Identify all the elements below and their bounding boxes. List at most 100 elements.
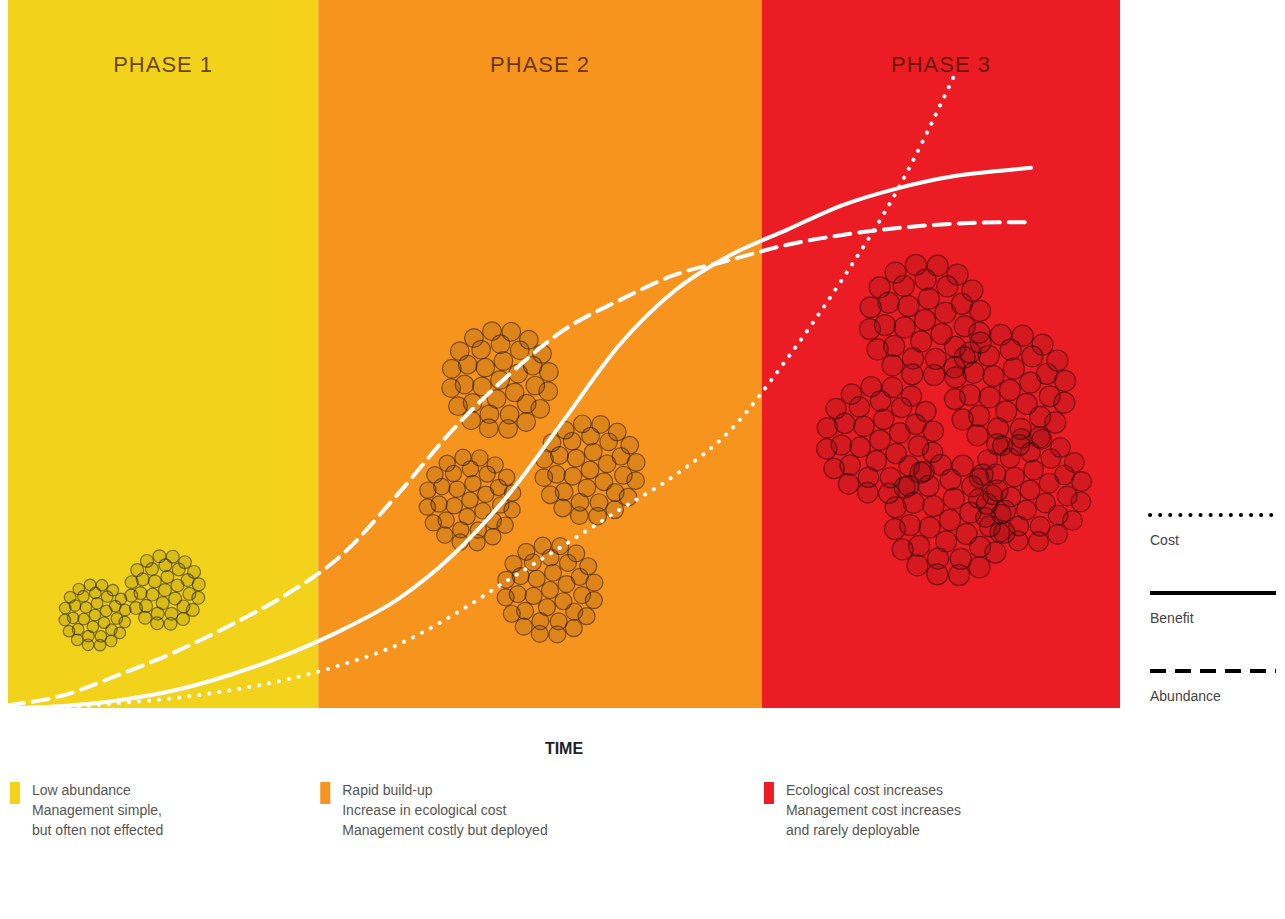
floret — [944, 389, 965, 410]
floret — [919, 517, 940, 538]
floret — [472, 450, 488, 466]
floret — [188, 565, 201, 578]
floret — [515, 618, 532, 635]
flower-cluster — [125, 550, 205, 630]
floret — [1063, 511, 1083, 531]
floret — [462, 492, 478, 508]
phase-description: Rapid build-up — [342, 782, 432, 798]
phase-description: Ecological cost increases — [786, 782, 943, 798]
floret — [970, 332, 991, 353]
floret — [994, 522, 1015, 543]
floret — [824, 458, 844, 478]
floret — [999, 379, 1020, 400]
floret — [528, 570, 545, 587]
flower-cluster — [59, 579, 131, 651]
floret — [518, 543, 535, 560]
floret — [1072, 472, 1092, 492]
floret — [567, 449, 585, 467]
floret — [82, 639, 94, 651]
floret — [1047, 350, 1068, 371]
floret — [924, 365, 945, 386]
floret — [565, 620, 582, 637]
curves — [8, 78, 1031, 708]
floret — [947, 264, 968, 285]
floret — [531, 625, 548, 642]
floret — [885, 262, 906, 283]
floret — [1051, 438, 1071, 458]
floret — [1024, 460, 1044, 480]
floret — [858, 482, 878, 502]
floret — [580, 558, 597, 575]
floret — [869, 277, 890, 298]
floret — [519, 330, 538, 349]
floret — [455, 449, 471, 465]
floret — [499, 419, 518, 438]
floret — [146, 588, 159, 601]
floret — [578, 608, 595, 625]
floret — [884, 519, 905, 540]
flower-cluster — [944, 324, 1075, 455]
legend-label: Abundance — [1150, 688, 1221, 704]
legend-label: Cost — [1150, 532, 1179, 548]
floret — [465, 329, 484, 348]
flower-decoration — [59, 254, 1091, 651]
floret — [105, 635, 117, 647]
floret — [545, 564, 562, 581]
floret — [437, 527, 453, 543]
floret — [985, 542, 1006, 563]
floret — [586, 574, 603, 591]
legend-label: Benefit — [1150, 610, 1194, 626]
phase-key-swatch — [764, 782, 774, 804]
floret — [949, 565, 970, 586]
floret — [585, 592, 602, 609]
floret — [420, 482, 436, 498]
floret — [1032, 334, 1053, 355]
floret — [945, 367, 966, 388]
phase-key: Low abundanceManagement simple,but often… — [10, 782, 163, 838]
floret — [63, 625, 75, 637]
flower-cluster — [817, 377, 944, 504]
floret — [987, 480, 1008, 501]
floret — [927, 255, 948, 276]
phase-bands — [8, 0, 1120, 708]
phase-description: and rarely deployable — [786, 822, 920, 838]
floret — [525, 587, 542, 604]
floret — [531, 399, 550, 418]
floret — [1005, 467, 1025, 487]
floret — [1012, 429, 1032, 449]
floret — [450, 342, 469, 361]
phase-label: PHASE 1 — [113, 52, 213, 77]
floret — [539, 382, 558, 401]
phase-key: Ecological cost increases Management cost… — [764, 782, 961, 838]
floret — [125, 589, 138, 602]
phase-key-swatch — [10, 782, 20, 804]
floret — [918, 288, 939, 309]
floret — [905, 254, 926, 275]
floret — [592, 416, 610, 434]
floret — [589, 507, 607, 525]
floret — [497, 517, 513, 533]
phase-description: Management costly but deployed — [342, 822, 547, 838]
floret — [892, 539, 913, 560]
floret — [541, 486, 559, 504]
floret — [1012, 325, 1033, 346]
floret — [861, 377, 881, 397]
floret — [870, 430, 890, 450]
floret — [494, 352, 513, 371]
flower-cluster — [535, 415, 645, 525]
floret — [446, 498, 462, 514]
floret — [927, 564, 948, 585]
floret — [485, 529, 501, 545]
floret — [902, 364, 923, 385]
floret — [817, 418, 837, 438]
floret — [838, 474, 858, 494]
floret — [817, 439, 837, 459]
floret — [73, 583, 85, 595]
floret — [479, 419, 498, 438]
floret — [554, 499, 572, 517]
floret — [1029, 532, 1049, 552]
floret — [969, 557, 990, 578]
series-line — [8, 222, 1031, 705]
floret — [1048, 524, 1068, 544]
phase-description: Management cost increases — [786, 802, 961, 818]
